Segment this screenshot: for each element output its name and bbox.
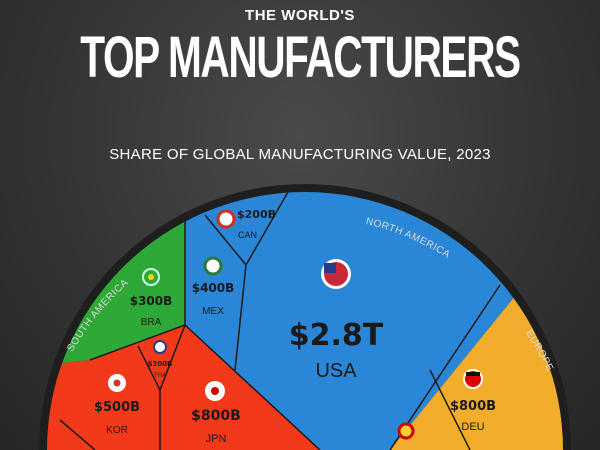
tha-code: THA	[154, 373, 166, 379]
country-bra: $300B BRA	[130, 268, 173, 328]
thailand-flag-icon	[153, 340, 167, 354]
kor-value: $500B	[94, 400, 140, 415]
usa-value: $2.8T	[289, 318, 384, 353]
country-tha: $100B THA	[148, 340, 173, 379]
country-kor: $500B KOR	[94, 374, 140, 436]
japan-flag-sun	[211, 387, 219, 395]
cell-europe	[390, 192, 563, 450]
country-mex: $400B MEX	[192, 256, 235, 317]
page-title: TOP MANUFACTURERS	[80, 25, 521, 90]
germany-flag-top	[466, 372, 480, 376]
spain-flag-icon	[397, 422, 415, 440]
jpn-code: JPN	[206, 433, 227, 445]
mexico-flag-icon	[203, 256, 223, 276]
kor-code: KOR	[106, 425, 128, 436]
us-flag-canton	[324, 263, 336, 273]
deu-value: $800B	[450, 399, 496, 414]
kicker: THE WORLD'S	[245, 7, 355, 24]
tha-value: $100B	[148, 360, 173, 368]
korea-flag-center	[113, 379, 121, 387]
usa-code: USA	[315, 360, 357, 382]
mex-value: $400B	[192, 281, 235, 295]
brazil-flag-center	[148, 274, 154, 280]
bra-code: BRA	[141, 317, 162, 328]
subtitle: SHARE OF GLOBAL MANUFACTURING VALUE, 202…	[109, 146, 491, 163]
country-usa: $2.8T USA	[289, 259, 384, 382]
country-jpn: $800B JPN	[191, 381, 241, 445]
cell-asia	[47, 325, 320, 450]
country-deu: $800B DEU	[450, 369, 496, 433]
can-code: CAN	[238, 230, 257, 240]
country-can: $200B CAN	[216, 208, 276, 240]
bra-value: $300B	[130, 294, 173, 308]
canada-flag-icon	[216, 209, 236, 229]
jpn-value: $800B	[191, 408, 241, 424]
cell-borders	[59, 192, 501, 450]
can-value: $200B	[237, 208, 276, 221]
deu-code: DEU	[461, 421, 484, 433]
mex-code: MEX	[202, 306, 224, 317]
